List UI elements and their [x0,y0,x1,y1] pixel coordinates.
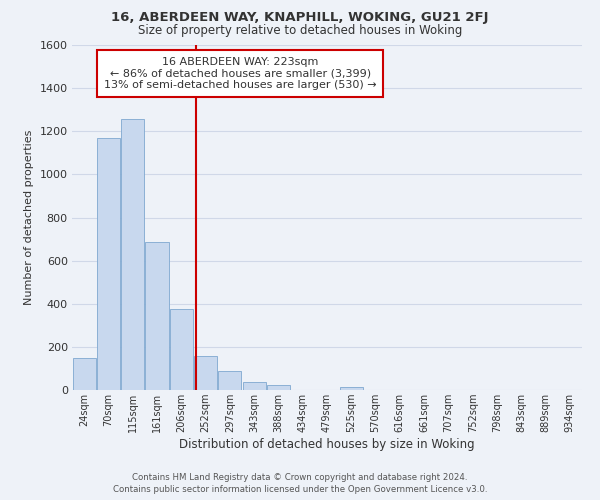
Bar [194,356,217,390]
Bar [73,358,95,390]
Text: Contains HM Land Registry data © Crown copyright and database right 2024.
Contai: Contains HM Land Registry data © Crown c… [113,473,487,494]
Text: Size of property relative to detached houses in Woking: Size of property relative to detached ho… [138,24,462,37]
Bar [170,309,193,390]
Bar [145,242,169,390]
Y-axis label: Number of detached properties: Number of detached properties [24,130,34,305]
Bar [97,138,120,390]
Text: 16 ABERDEEN WAY: 223sqm
← 86% of detached houses are smaller (3,399)
13% of semi: 16 ABERDEEN WAY: 223sqm ← 86% of detache… [104,57,377,90]
Bar [121,120,144,390]
Text: 16, ABERDEEN WAY, KNAPHILL, WOKING, GU21 2FJ: 16, ABERDEEN WAY, KNAPHILL, WOKING, GU21… [111,12,489,24]
Bar [242,382,266,390]
Bar [267,386,290,390]
Bar [340,388,363,390]
Bar [218,370,241,390]
X-axis label: Distribution of detached houses by size in Woking: Distribution of detached houses by size … [179,438,475,451]
